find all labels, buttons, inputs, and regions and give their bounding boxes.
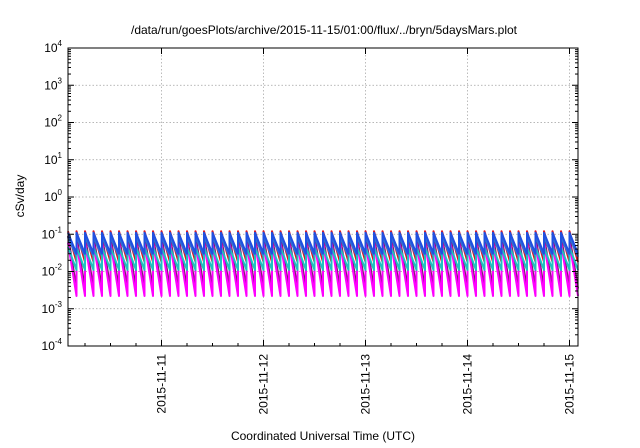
y-tick-label: 102: [44, 114, 62, 130]
y-tick-label: 104: [44, 39, 62, 55]
y-tick-label: 10-1: [42, 225, 63, 241]
y-tick-label: 101: [44, 151, 62, 167]
x-tick-label: 2015-11-12: [257, 354, 271, 415]
x-axis-label: Coordinated Universal Time (UTC): [231, 429, 415, 443]
y-tick-label: 10-2: [42, 263, 63, 279]
y-tick-label: 100: [44, 188, 62, 204]
y-axis-ticks: 104 103 102 101 100 10-1 10-2 10-3 10-4: [42, 39, 578, 353]
series-group: [67, 230, 579, 297]
y-tick-label: 10-3: [42, 300, 63, 316]
x-tick-label: 2015-11-13: [359, 354, 373, 415]
plot-frame: [67, 47, 579, 347]
y-tick-label: 10-4: [42, 337, 63, 353]
series-line: [67, 231, 579, 255]
x-tick-label: 2015-11-15: [563, 354, 577, 415]
x-tick-label: 2015-11-14: [461, 354, 475, 415]
y-axis-label: cSv/day: [13, 175, 27, 218]
x-axis-ticks: 2015-11-11 2015-11-12 2015-11-13 2015-11-14…: [84, 48, 577, 415]
grid: [68, 48, 578, 346]
chart-title: /data/run/goesPlots/archive/2015-11-15/0…: [131, 23, 518, 37]
x-tick-label: 2015-11-11: [155, 354, 169, 414]
y-tick-label: 103: [44, 76, 62, 92]
